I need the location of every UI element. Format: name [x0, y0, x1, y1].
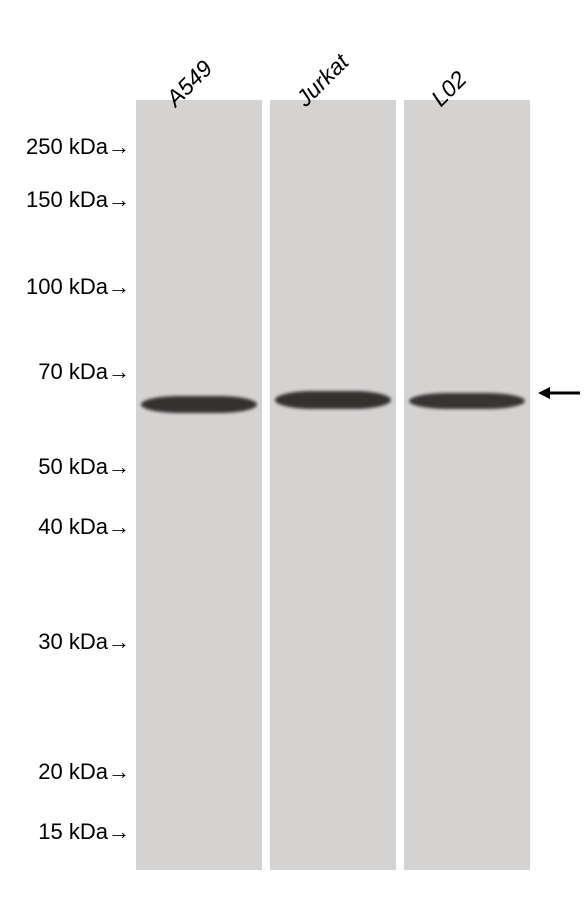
- mw-label: 250 kDa→: [26, 134, 130, 160]
- lane-a549: [136, 100, 262, 870]
- mw-label: 20 kDa→: [38, 759, 130, 785]
- lane-separator: [262, 100, 270, 870]
- mw-label: 40 kDa→: [38, 514, 130, 540]
- lane-l02: [404, 100, 530, 870]
- band-indicator-arrow: [538, 383, 582, 403]
- protein-band: [275, 391, 391, 409]
- blot-figure: WWW.PTGLAB.COM A549JurkatL02250 kDa→150 …: [0, 0, 585, 903]
- mw-label: 100 kDa→: [26, 274, 130, 300]
- mw-label: 30 kDa→: [38, 629, 130, 655]
- mw-label: 70 kDa→: [38, 359, 130, 385]
- mw-label: 15 kDa→: [38, 819, 130, 845]
- lane-separator: [396, 100, 404, 870]
- protein-band: [141, 396, 257, 413]
- mw-label: 150 kDa→: [26, 187, 130, 213]
- lane-jurkat: [270, 100, 396, 870]
- protein-band: [409, 393, 525, 409]
- blot-membrane: [136, 100, 530, 870]
- mw-label: 50 kDa→: [38, 454, 130, 480]
- watermark-text: WWW.PTGLAB.COM: [20, 180, 70, 666]
